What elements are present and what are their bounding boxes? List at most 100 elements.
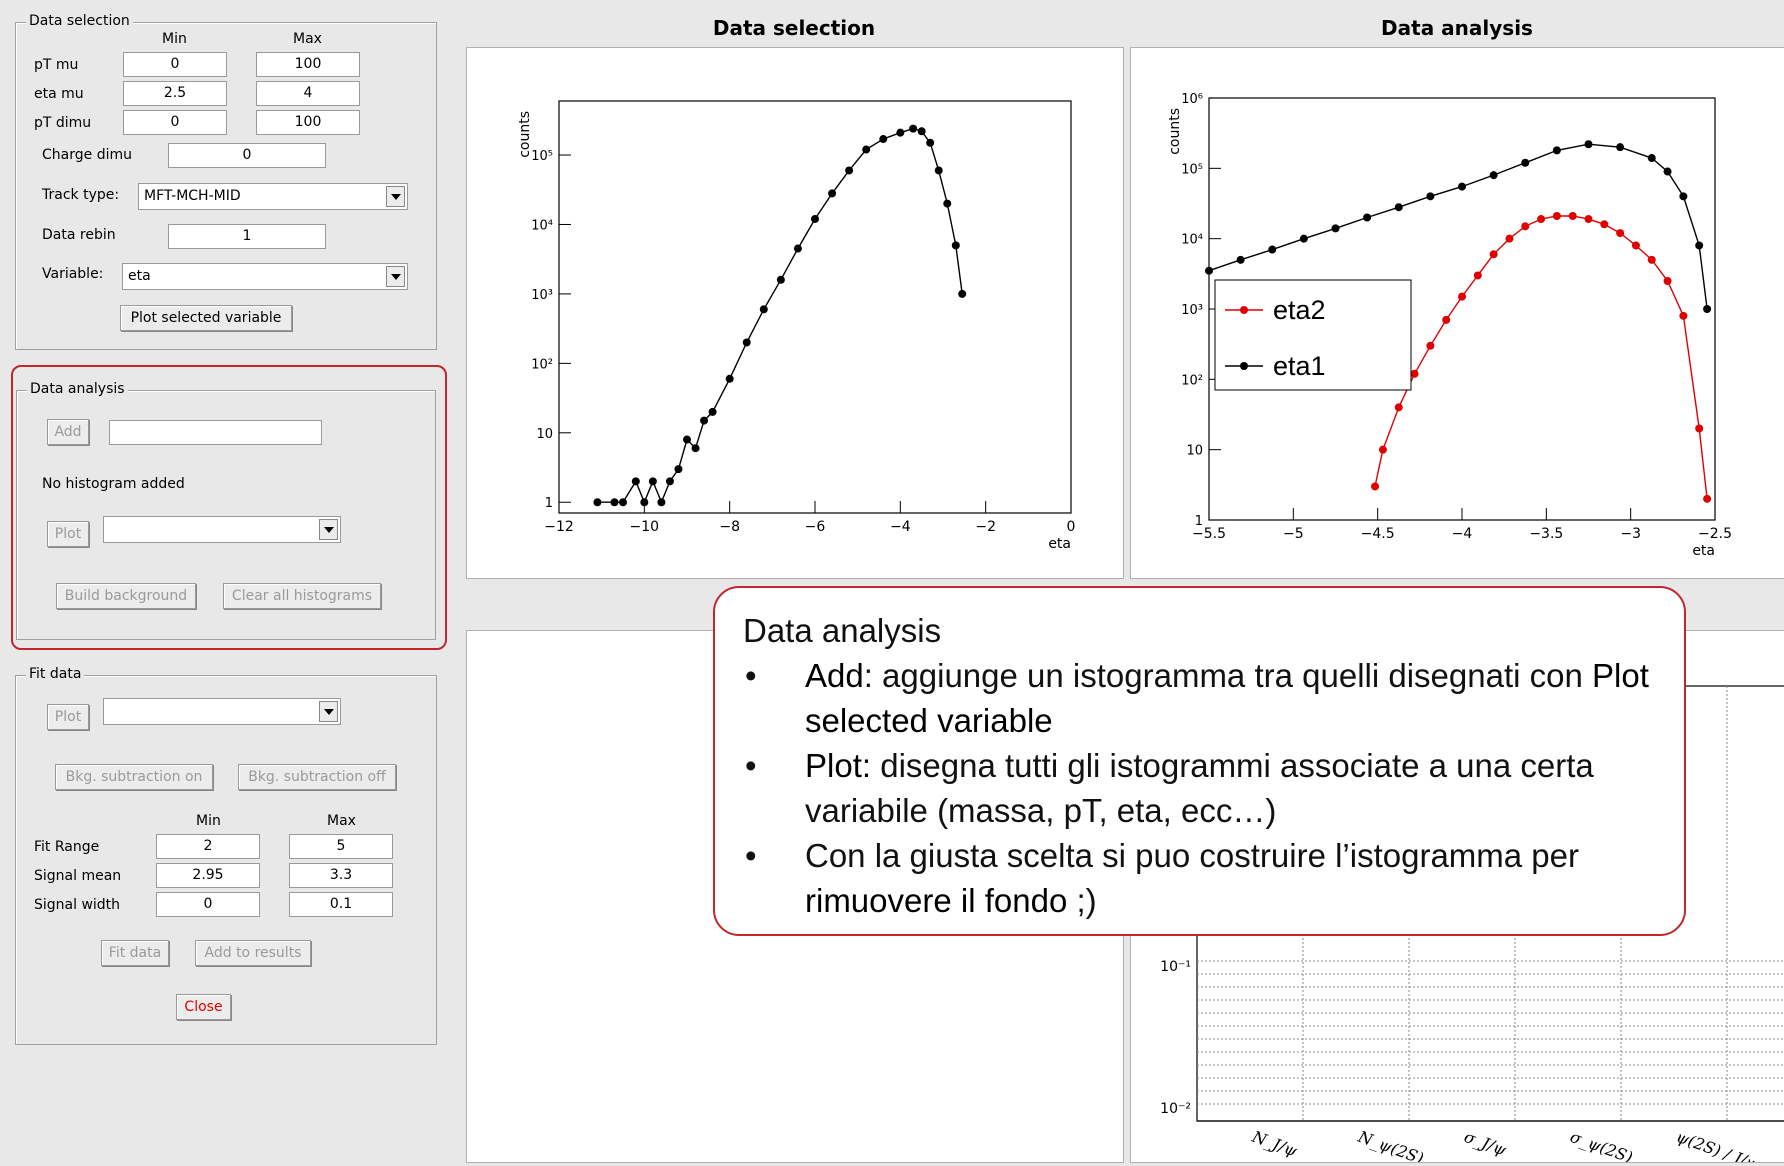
clear-all-histograms-button[interactable]: Clear all histograms bbox=[223, 583, 381, 609]
charge-dimu-field[interactable]: 0 bbox=[168, 143, 326, 168]
y-tick-label: 10³ bbox=[1181, 303, 1203, 318]
x-tick-label: −2 bbox=[975, 519, 996, 535]
pt-dimu-max-field[interactable]: 100 bbox=[256, 110, 360, 135]
x-tick-label: −2.5 bbox=[1698, 526, 1732, 542]
chevron-down-icon[interactable] bbox=[319, 519, 338, 540]
selection-canvas[interactable]: −12 −10 −8 −6 −4 −2 0 1 10 10² 10³ 10⁴ 10⁵ eta counts bbox=[466, 47, 1124, 579]
build-background-button[interactable]: Build background bbox=[56, 583, 196, 609]
pt-dimu-min-field[interactable]: 0 bbox=[123, 110, 227, 135]
fit-data-button[interactable]: Fit data bbox=[101, 940, 169, 966]
signal-width-max-field[interactable]: 0.1 bbox=[289, 892, 393, 917]
chevron-down-icon[interactable] bbox=[319, 701, 338, 722]
signal-width-min-field[interactable]: 0 bbox=[156, 892, 260, 917]
legend-label: eta2 bbox=[1273, 295, 1326, 325]
plot-selected-variable-button[interactable]: Plot selected variable bbox=[120, 305, 292, 331]
plot-histogram-select[interactable] bbox=[103, 516, 341, 543]
y-tick-label: 1 bbox=[1195, 514, 1203, 529]
track-type-select[interactable]: MFT-MCH-MID bbox=[138, 183, 408, 210]
fit-range-max-field[interactable]: 5 bbox=[289, 834, 393, 859]
pt-mu-max-field[interactable]: 100 bbox=[256, 52, 360, 77]
track-type-value: MFT-MCH-MID bbox=[144, 188, 241, 204]
data-point bbox=[917, 127, 926, 136]
data-point bbox=[1647, 255, 1656, 264]
fit-plot-select[interactable] bbox=[103, 698, 341, 725]
callout-text: Con la giusta scelta si puo costruire l’… bbox=[805, 837, 1580, 874]
eta-mu-min-field[interactable]: 2.5 bbox=[123, 81, 227, 106]
x-tick-label: N_J/ψ bbox=[1249, 1127, 1300, 1161]
add-button[interactable]: Add bbox=[47, 419, 89, 445]
data-point bbox=[1442, 315, 1451, 324]
x-tick-label: −12 bbox=[544, 519, 574, 535]
data-point bbox=[1426, 192, 1435, 201]
pt-mu-min-field[interactable]: 0 bbox=[123, 52, 227, 77]
y-tick-label: 10⁵ bbox=[1181, 162, 1203, 177]
signal-width-label: Signal width bbox=[34, 897, 121, 913]
data-point bbox=[862, 145, 871, 154]
signal-mean-max-field[interactable]: 3.3 bbox=[289, 863, 393, 888]
eta-mu-max-field[interactable]: 4 bbox=[256, 81, 360, 106]
add-histogram-input[interactable] bbox=[109, 420, 322, 445]
fit-plot-button[interactable]: Plot bbox=[47, 704, 89, 730]
x-tick-label: −4.5 bbox=[1361, 526, 1395, 542]
data-point bbox=[1568, 212, 1577, 221]
data-rebin-field[interactable]: 1 bbox=[168, 224, 326, 249]
y-axis-label: counts bbox=[517, 111, 533, 158]
data-point bbox=[1616, 143, 1625, 152]
close-button[interactable]: Close bbox=[176, 994, 231, 1020]
data-point bbox=[1631, 241, 1640, 250]
y-tick-label: 10 bbox=[536, 427, 553, 442]
fit-range-min-field[interactable]: 2 bbox=[156, 834, 260, 859]
x-tick-label: −3.5 bbox=[1529, 526, 1563, 542]
data-point bbox=[708, 407, 717, 416]
data-analysis-title: Data analysis bbox=[27, 381, 128, 397]
data-point bbox=[610, 498, 619, 507]
data-point bbox=[776, 275, 785, 284]
data-point bbox=[1268, 245, 1277, 254]
selection-min-header: Min bbox=[162, 31, 187, 47]
callout-term: rimuovere il fondo bbox=[805, 882, 1068, 919]
histogram-status: No histogram added bbox=[42, 476, 185, 492]
fit-min-header: Min bbox=[196, 813, 221, 829]
bkg-subtraction-on-button[interactable]: Bkg. subtraction on bbox=[55, 764, 213, 790]
variable-value: eta bbox=[128, 268, 151, 284]
data-point bbox=[1584, 140, 1593, 149]
callout-text: disegna tutti gli istogrammi associate a… bbox=[805, 747, 1594, 829]
bkg-subtraction-off-button[interactable]: Bkg. subtraction off bbox=[238, 764, 396, 790]
x-tick-label: −6 bbox=[805, 519, 826, 535]
signal-mean-min-field[interactable]: 2.95 bbox=[156, 863, 260, 888]
data-point bbox=[1299, 234, 1308, 243]
data-point bbox=[1600, 220, 1609, 229]
plot-button[interactable]: Plot bbox=[47, 521, 89, 547]
data-point bbox=[1537, 215, 1546, 224]
analysis-canvas[interactable]: −5.5 −5 −4.5 −4 −3.5 −3 −2.5 1 10 10² 10³ 10⁴ 10⁵ 10⁶… bbox=[1130, 47, 1784, 579]
data-point bbox=[1371, 482, 1380, 491]
explanation-callout: Data analysis Add: aggiunge un istogramm… bbox=[713, 586, 1686, 936]
data-point bbox=[909, 124, 918, 133]
data-point bbox=[1394, 203, 1403, 212]
callout-item: Add: aggiunge un istogramma tra quelli d… bbox=[745, 653, 1656, 743]
data-point bbox=[1584, 215, 1593, 224]
x-tick-label: σ_J/ψ bbox=[1462, 1127, 1510, 1160]
data-point bbox=[691, 444, 700, 453]
x-tick-label: N_ψ(2S) bbox=[1355, 1127, 1426, 1162]
x-tick-label: −3 bbox=[1620, 526, 1641, 542]
chevron-down-icon[interactable] bbox=[386, 186, 405, 207]
data-point bbox=[1489, 250, 1498, 259]
analysis-panel-title: Data analysis bbox=[1381, 16, 1533, 40]
y-tick-label: 10⁴ bbox=[531, 218, 553, 233]
data-point bbox=[742, 338, 751, 347]
chevron-down-icon[interactable] bbox=[386, 266, 405, 287]
data-point bbox=[1236, 255, 1245, 264]
callout-text: ;) bbox=[1067, 882, 1097, 919]
add-to-results-button[interactable]: Add to results bbox=[195, 940, 311, 966]
data-point bbox=[1378, 445, 1387, 454]
data-point bbox=[1521, 222, 1530, 231]
data-point bbox=[683, 435, 691, 444]
eta-mu-label: eta mu bbox=[34, 86, 84, 102]
selection-chart: −12 −10 −8 −6 −4 −2 0 1 10 10² 10³ 10⁴ 10⁵ eta counts bbox=[517, 100, 1075, 552]
data-point bbox=[793, 244, 802, 253]
callout-term: Add bbox=[805, 657, 864, 694]
fit-data-title: Fit data bbox=[26, 666, 85, 682]
variable-select[interactable]: eta bbox=[122, 263, 408, 290]
legend-box bbox=[1214, 279, 1412, 391]
